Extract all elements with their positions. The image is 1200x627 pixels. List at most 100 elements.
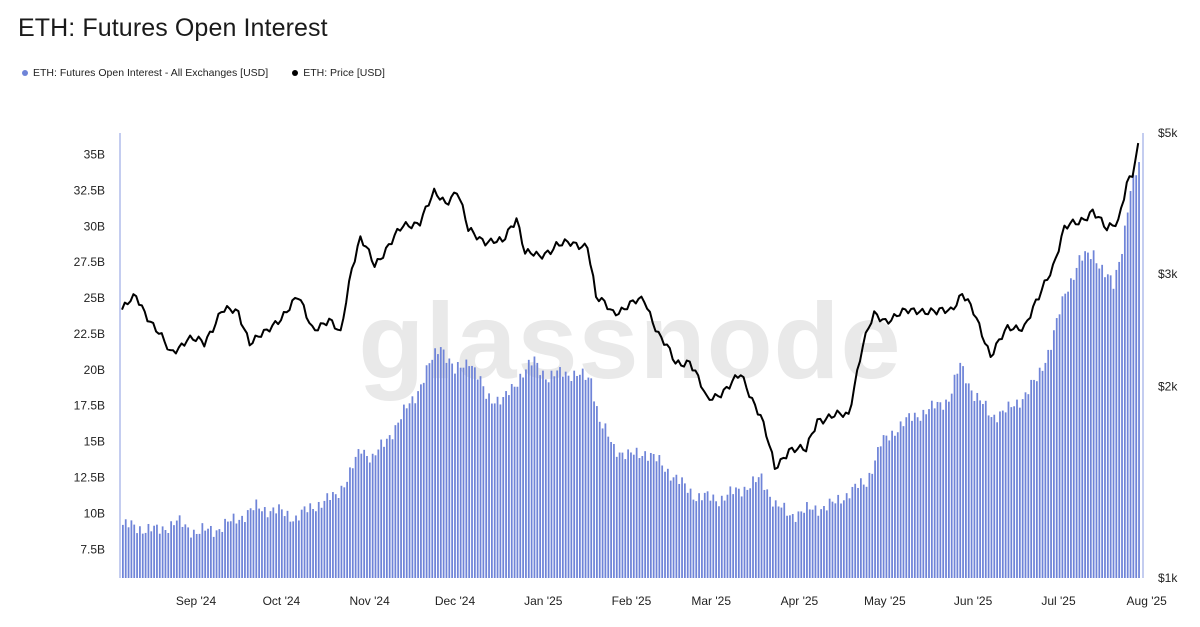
oi-bar [309,503,312,578]
oi-bar [536,362,539,578]
oi-bar [198,533,201,578]
oi-bar [902,426,905,578]
oi-bar [732,494,735,578]
right-axis-tick-label: $5k [1158,126,1178,140]
oi-bar [842,500,845,578]
oi-bar [947,401,950,578]
right-axis-tick-label: $1k [1158,571,1178,585]
oi-bar [618,452,621,578]
oi-bar [192,529,195,578]
chart-title: ETH: Futures Open Interest [18,14,328,42]
oi-bar [913,412,916,578]
oi-bar [130,520,133,578]
oi-bar [320,507,323,578]
oi-bar [789,515,791,578]
oi-bar [999,411,1001,578]
oi-bar [502,397,505,578]
oi-bar [973,400,976,578]
oi-bar [641,456,644,578]
oi-bar [774,500,777,578]
oi-bar [153,525,155,578]
oi-bar [976,392,979,578]
oi-bar [1041,370,1044,578]
oi-bar [329,500,331,578]
oi-bar [187,527,190,578]
oi-bar [366,456,368,578]
oi-bar [808,509,811,578]
oi-bar [346,481,348,578]
oi-bar [161,526,164,578]
x-axis-tick-label: Oct '24 [263,594,301,608]
oi-bar [930,400,933,578]
oi-bar [411,396,414,578]
oi-bar [559,367,561,578]
oi-bar [1118,261,1121,578]
oi-bar [332,492,334,578]
legend-item-open-interest[interactable]: ETH: Futures Open Interest - All Exchang… [22,67,268,79]
oi-bar [212,536,215,578]
oi-bar [244,522,246,578]
oi-bar [607,436,610,578]
legend-item-price[interactable]: ETH: Price [USD] [292,67,385,79]
oi-bar [987,415,990,578]
oi-bar [564,371,567,578]
oi-bar [709,500,712,578]
oi-bar [133,524,136,578]
oi-bar [911,420,913,578]
oi-bar [857,487,859,578]
oi-bar [476,379,479,578]
oi-bar [613,444,615,578]
oi-bar [371,453,374,578]
x-axis-tick-label: Jun '25 [954,594,993,608]
oi-bar [516,386,519,578]
oi-bar [1064,293,1067,578]
oi-bar [573,370,576,578]
oi-bar [508,395,510,578]
oi-bar [312,508,314,578]
oi-bar [1007,401,1010,578]
oi-bar [596,406,598,578]
oi-bar [215,530,218,578]
oi-bar [448,358,451,578]
oi-bar [445,362,448,578]
oi-bar [780,507,783,578]
oi-bar [269,511,272,578]
oi-bar [817,515,820,578]
oi-bar [181,526,184,578]
oi-bar [124,519,127,578]
oi-bar [655,461,658,578]
oi-bar [601,428,604,578]
oi-bar [539,375,542,578]
oi-bar [791,514,794,578]
oi-bar [221,531,224,578]
oi-bar [584,379,587,578]
oi-bar [488,393,490,578]
oi-bar [408,403,411,578]
oi-bar [1081,260,1084,578]
oi-bar [928,409,930,578]
oi-bar [1070,278,1072,578]
oi-bar [224,518,226,578]
oi-bar [385,438,388,578]
oi-bar [984,400,987,578]
oi-bar [360,453,363,578]
oi-bar [737,488,740,578]
oi-bar [578,374,581,578]
oi-bar [769,496,771,578]
left-axis: 7.5B 10B 12.5B 15B 17.5B 20B 22.5B 25B 27.5B 30B 3… [74,148,105,557]
oi-bar [491,403,493,578]
oi-bar [735,487,737,578]
oi-bar [766,489,769,578]
oi-bar [777,506,780,578]
oi-bar [388,435,391,578]
oi-bar [425,365,428,578]
oi-bar [1027,394,1030,578]
oi-bar [820,509,823,578]
oi-bar [439,347,442,578]
oi-bar [794,521,797,578]
oi-bar [258,508,261,578]
oi-bar [703,492,706,578]
oi-bar [879,446,882,578]
oi-bar [266,517,269,578]
